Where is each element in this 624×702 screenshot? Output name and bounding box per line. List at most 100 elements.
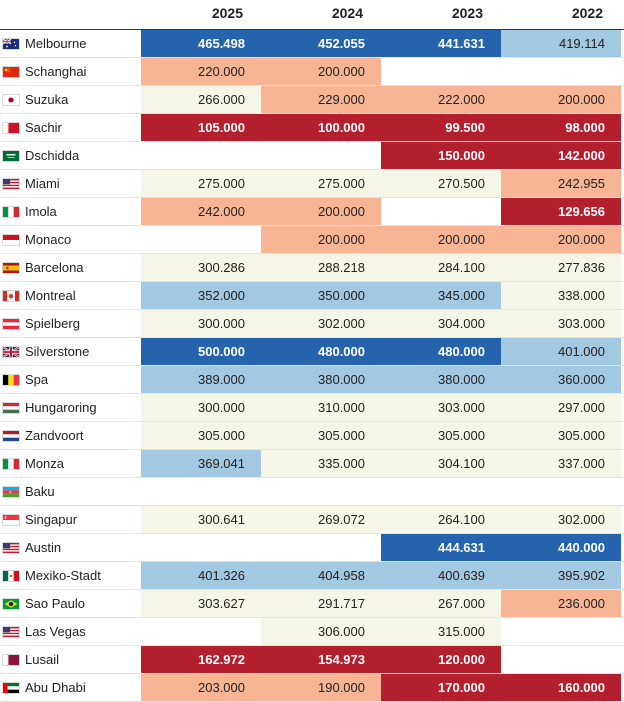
circuit-name: Singapur [25,512,78,527]
heatmap-cell-2024: 291.717 [261,590,381,617]
heatmap-cell-2022: 129.656 [501,198,621,225]
table-row: 369.041 335.000 304.100 337.000 Monza [0,450,624,478]
heatmap-cell-2024: 404.958 [261,562,381,589]
table-row: 465.498 452.055 441.631 419.114 Melbourne [0,30,624,58]
table-row: 266.000 229.000 222.000 200.000 Suzuka [0,86,624,114]
heatmap-cell-2025: 275.000 [141,170,261,197]
circuit-name: Austin [25,540,62,555]
flag-austria-icon [2,318,20,330]
heatmap-cell-2022: 305.000 [501,422,621,449]
heatmap-cell-2023: 150.000 [381,142,501,169]
heatmap-cell-2023 [381,58,501,85]
flag-bahrain-icon [2,122,20,134]
circuit-name: Abu Dhabi [25,680,86,695]
column-header-2025: 2025 [211,5,243,21]
heatmap-cell-2025: 305.000 [141,422,261,449]
flag-italy-icon [2,206,20,218]
flag-usa-icon [2,626,20,638]
circuit-name: Suzuka [25,92,69,107]
table-row: 200.000 200.000 200.000 Monaco [0,226,624,254]
heatmap-cell-2023: 303.000 [381,394,501,421]
flag-uk-icon [2,346,20,358]
heatmap-cell-2022: 395.902 [501,562,621,589]
circuit-name: Baku [25,484,55,499]
row-divider [0,673,624,674]
heatmap-cell-2023: 444.631 [381,534,501,561]
row-divider [0,533,624,534]
flag-monaco-icon [2,234,20,246]
circuit-name: Sachir [25,120,62,135]
flag-italy-icon [2,458,20,470]
flag-spain-icon [2,262,20,274]
circuit-name: Hungaroring [25,400,97,415]
heatmap-cell-2023 [381,198,501,225]
heatmap-cell-2024: 288.218 [261,254,381,281]
flag-brazil-icon [2,598,20,610]
row-divider [0,169,624,170]
heatmap-cell-2024: 154.973 [261,646,381,673]
table-row: 220.000 200.000 Schanghai [0,58,624,86]
row-divider [0,309,624,310]
table-row: Baku [0,478,624,506]
heatmap-cell-2024: 452.055 [261,30,381,57]
flag-china-icon [2,66,20,78]
heatmap-cell-2024: 100.000 [261,114,381,141]
table-row: 305.000 305.000 305.000 305.000 Zandvoort [0,422,624,450]
heatmap-cell-2025 [141,618,261,645]
table-row: 203.000 190.000 170.000 160.000 Abu Dhabi [0,674,624,702]
heatmap-cell-2022: 277.836 [501,254,621,281]
heatmap-cell-2022: 236.000 [501,590,621,617]
heatmap-cell-2023: 264.100 [381,506,501,533]
table-row: 306.000 315.000 Las Vegas [0,618,624,646]
row-divider [0,141,624,142]
heatmap-cell-2023: 222.000 [381,86,501,113]
heatmap-cell-2024: 190.000 [261,674,381,701]
heatmap-cell-2024 [261,142,381,169]
heatmap-cell-2023: 304.000 [381,310,501,337]
circuit-name: Schanghai [25,64,87,79]
heatmap-cell-2024: 305.000 [261,422,381,449]
row-divider [0,617,624,618]
row-divider [0,393,624,394]
circuit-name: Monza [25,456,65,471]
flag-qatar-icon [2,654,20,666]
heatmap-cell-2024: 335.000 [261,450,381,477]
flag-uae-icon [2,682,20,694]
column-header-2022: 2022 [571,5,603,21]
heatmap-cell-2024: 200.000 [261,226,381,253]
heatmap-cell-2023: 284.100 [381,254,501,281]
table-row: 105.000 100.000 99.500 98.000 Sachir [0,114,624,142]
heatmap-cell-2025: 203.000 [141,674,261,701]
column-header-2024: 2024 [331,5,363,21]
heatmap-cell-2022: 200.000 [501,86,621,113]
heatmap-cell-2022: 98.000 [501,114,621,141]
circuit-name: Silverstone [25,344,90,359]
heatmap-cell-2022 [501,58,621,85]
row-divider [0,281,624,282]
heatmap-cell-2023: 120.000 [381,646,501,673]
row-divider [0,449,624,450]
heatmap-cell-2023: 441.631 [381,30,501,57]
heatmap-cell-2022: 303.000 [501,310,621,337]
circuit-name: Las Vegas [25,624,86,639]
column-header-2023: 2023 [451,5,483,21]
heatmap-cell-2024: 229.000 [261,86,381,113]
heatmap-cell-2023: 400.639 [381,562,501,589]
heatmap-cell-2025: 465.498 [141,30,261,57]
heatmap-cell-2024: 480.000 [261,338,381,365]
circuit-name: Sao Paulo [25,596,85,611]
table-row: 275.000 275.000 270.500 242.955 Miami [0,170,624,198]
heatmap-cell-2023: 345.000 [381,282,501,309]
heatmap-cell-2025: 266.000 [141,86,261,113]
heatmap-cell-2022: 337.000 [501,450,621,477]
heatmap-cell-2025: 401.326 [141,562,261,589]
table-row: 300.000 310.000 303.000 297.000 Hungaroring [0,394,624,422]
heatmap-cell-2024: 275.000 [261,170,381,197]
heatmap-cell-2024 [261,534,381,561]
heatmap-cell-2023: 267.000 [381,590,501,617]
heatmap-cell-2023: 315.000 [381,618,501,645]
circuit-name: Imola [25,204,57,219]
heatmap-cell-2025 [141,534,261,561]
heatmap-cell-2023: 170.000 [381,674,501,701]
flag-azerbaijan-icon [2,486,20,498]
